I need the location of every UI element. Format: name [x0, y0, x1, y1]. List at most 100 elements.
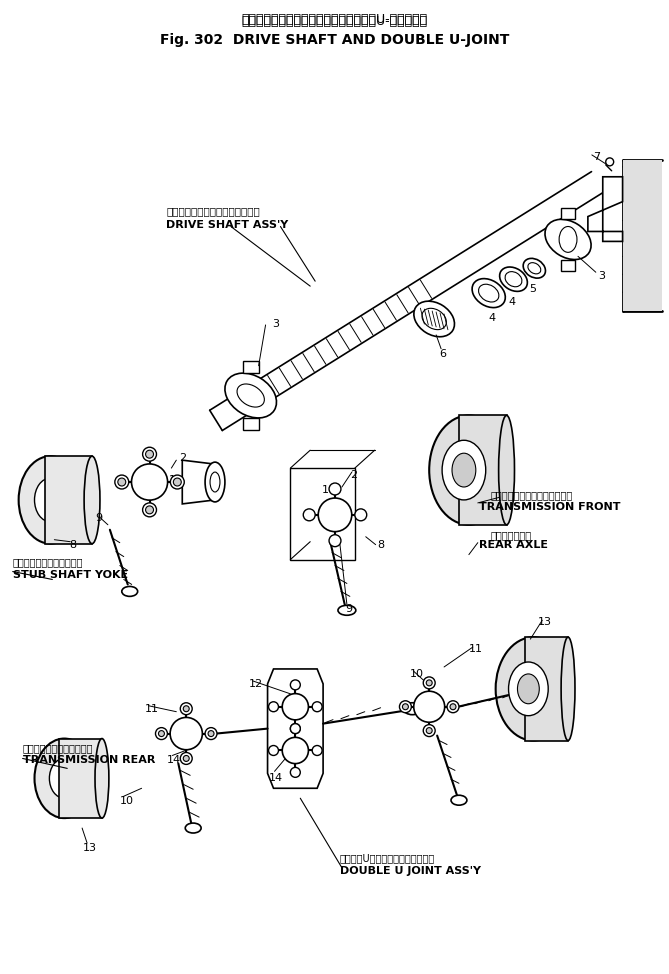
Ellipse shape [290, 724, 300, 733]
Text: Fig. 302  DRIVE SHAFT AND DOUBLE U-JOINT: Fig. 302 DRIVE SHAFT AND DOUBLE U-JOINT [160, 32, 509, 47]
Ellipse shape [282, 693, 308, 720]
Ellipse shape [399, 700, 411, 713]
Ellipse shape [450, 704, 456, 710]
Text: REAR AXLE: REAR AXLE [479, 540, 548, 549]
Text: 6: 6 [439, 349, 446, 358]
Ellipse shape [205, 462, 225, 502]
Ellipse shape [50, 759, 79, 799]
Text: TRANSMISSION REAR: TRANSMISSION REAR [23, 756, 155, 766]
Text: リヤ　アクスル: リヤ アクスル [490, 530, 532, 540]
Ellipse shape [426, 680, 432, 686]
Text: トランスミッション　リヤ: トランスミッション リヤ [23, 743, 93, 754]
Ellipse shape [426, 728, 432, 733]
Ellipse shape [84, 456, 100, 543]
Ellipse shape [95, 738, 109, 818]
Ellipse shape [423, 725, 435, 736]
Ellipse shape [312, 702, 322, 712]
Ellipse shape [146, 506, 153, 514]
Text: スタブ　シャフト　ヨーク: スタブ シャフト ヨーク [13, 557, 83, 568]
Ellipse shape [413, 692, 445, 723]
Text: 10: 10 [120, 796, 134, 806]
Polygon shape [45, 456, 92, 543]
Text: 4: 4 [508, 297, 515, 307]
Text: STUB SHAFT YOKE: STUB SHAFT YOKE [13, 570, 128, 580]
Ellipse shape [132, 464, 168, 500]
Ellipse shape [496, 637, 571, 740]
Ellipse shape [478, 284, 499, 302]
Ellipse shape [35, 738, 94, 818]
Bar [243, 419, 259, 431]
Ellipse shape [237, 384, 264, 407]
Text: 7: 7 [593, 152, 600, 162]
Ellipse shape [403, 704, 408, 710]
Ellipse shape [155, 728, 167, 739]
Ellipse shape [559, 227, 577, 252]
Text: DOUBLE U JOINT ASS'Y: DOUBLE U JOINT ASS'Y [340, 866, 481, 876]
Ellipse shape [561, 637, 575, 740]
Ellipse shape [146, 450, 153, 458]
Ellipse shape [517, 674, 539, 704]
Ellipse shape [303, 508, 315, 521]
Ellipse shape [451, 795, 467, 805]
Ellipse shape [452, 453, 476, 487]
Ellipse shape [528, 263, 541, 274]
Text: 9: 9 [345, 604, 352, 615]
Ellipse shape [449, 442, 489, 498]
Text: 14: 14 [268, 773, 283, 783]
Text: ドライブ　シャフト　および　ダブル　U-ジョイント: ドライブ シャフト および ダブル U-ジョイント [242, 15, 427, 27]
Ellipse shape [142, 447, 157, 461]
Ellipse shape [414, 301, 454, 337]
Ellipse shape [423, 677, 435, 689]
Text: 3: 3 [598, 271, 605, 281]
Ellipse shape [422, 309, 446, 329]
Text: DRIVE SHAFT ASS'Y: DRIVE SHAFT ASS'Y [167, 219, 288, 230]
Text: 12: 12 [249, 679, 263, 689]
Text: トランスミッション　フロント: トランスミッション フロント [490, 490, 573, 500]
Ellipse shape [122, 586, 138, 596]
Text: 2: 2 [350, 470, 357, 480]
Ellipse shape [290, 680, 300, 690]
Ellipse shape [290, 724, 300, 733]
Ellipse shape [115, 475, 128, 489]
Ellipse shape [118, 478, 126, 486]
Ellipse shape [329, 535, 341, 546]
Text: TRANSMISSION FRONT: TRANSMISSION FRONT [479, 502, 620, 512]
Ellipse shape [180, 703, 192, 715]
Ellipse shape [282, 737, 308, 764]
Bar [561, 260, 575, 271]
Ellipse shape [142, 503, 157, 517]
Text: 8: 8 [69, 540, 76, 549]
Ellipse shape [173, 478, 181, 486]
Ellipse shape [185, 823, 201, 833]
Ellipse shape [170, 718, 202, 750]
Text: ドライブ　シャフト　および　ダブル　U-ジョイント: ドライブ シャフト および ダブル U-ジョイント [242, 13, 427, 25]
Ellipse shape [523, 258, 545, 279]
Ellipse shape [429, 415, 508, 525]
Ellipse shape [514, 663, 552, 715]
Bar [561, 207, 575, 218]
Text: 8: 8 [377, 540, 385, 549]
Text: 1: 1 [322, 485, 329, 495]
Ellipse shape [508, 662, 548, 716]
Ellipse shape [355, 508, 367, 521]
Text: 5: 5 [529, 284, 536, 294]
Ellipse shape [183, 756, 189, 762]
Ellipse shape [205, 728, 217, 739]
Text: 4: 4 [489, 313, 496, 323]
Polygon shape [60, 738, 102, 818]
Ellipse shape [208, 730, 214, 736]
Ellipse shape [19, 456, 82, 543]
Ellipse shape [268, 745, 278, 756]
Text: 9: 9 [95, 513, 102, 523]
Bar [623, 160, 662, 311]
Ellipse shape [225, 373, 276, 418]
Polygon shape [182, 460, 215, 504]
Text: 13: 13 [539, 618, 553, 627]
Ellipse shape [290, 768, 300, 777]
Ellipse shape [183, 706, 189, 712]
Text: 14: 14 [167, 756, 181, 766]
Text: ダブル　U　ジョイントアセンブリ: ダブル U ジョイントアセンブリ [340, 853, 436, 863]
Ellipse shape [171, 475, 184, 489]
Ellipse shape [545, 219, 591, 259]
Ellipse shape [329, 483, 341, 495]
